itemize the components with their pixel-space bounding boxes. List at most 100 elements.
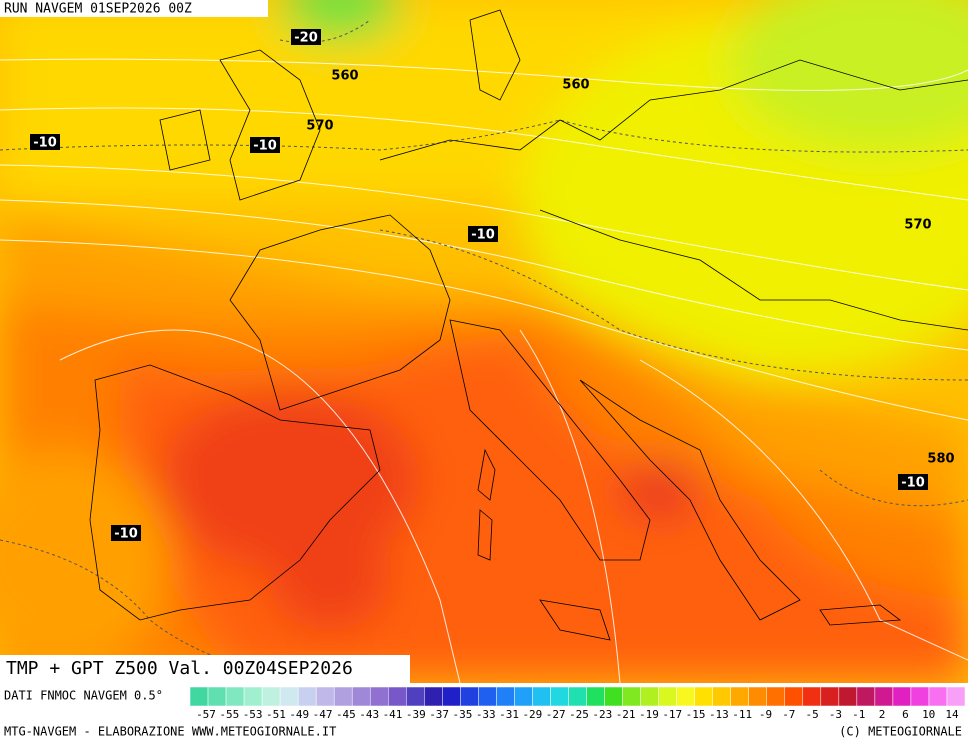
colorbar-swatch (225, 686, 245, 707)
colorbar-swatch (514, 686, 533, 707)
colorbar-label: -11 (732, 708, 752, 721)
colorbar-swatch (243, 686, 263, 707)
colorbar-swatch (874, 686, 894, 707)
temperature-label: -10 (901, 476, 925, 491)
temperature-label-box (30, 134, 60, 150)
colorbar-label: -29 (522, 708, 542, 721)
colorbar-swatch (424, 686, 443, 707)
colorbar-label: -3 (829, 708, 842, 721)
colorbar-label: -49 (289, 708, 309, 721)
colorbar-label: -37 (429, 708, 449, 721)
colorbar-swatch (351, 686, 371, 707)
colorbar-label: -51 (266, 708, 286, 721)
product-title: TMP + GPT Z500 Val. 00Z04SEP2026 (6, 658, 353, 679)
colorbar-label: -19 (639, 708, 659, 721)
colorbar-swatch (586, 686, 605, 707)
colorbar-swatch (460, 686, 479, 707)
colorbar-label: -41 (383, 708, 403, 721)
colorbar-swatch (766, 686, 786, 707)
colorbar-label: -47 (313, 708, 333, 721)
colorbar-label: -33 (476, 708, 496, 721)
colorbar-label: -17 (662, 708, 682, 721)
colorbar-label: -31 (499, 708, 519, 721)
colorbar: -57 -55 -53 -51 -49 -47 -45 -43 -41 -39 -37 -35 -33-… (189, 686, 966, 721)
colorbar-swatch (568, 686, 587, 707)
colorbar-swatch (658, 686, 677, 707)
colorbar-swatch (748, 686, 767, 707)
colorbar-label: -9 (759, 708, 772, 721)
colorbar-swatch (928, 686, 948, 707)
height-label: 580 (927, 452, 954, 467)
temperature-label-box (468, 226, 498, 242)
temperature-label: -10 (114, 527, 138, 542)
colorbar-label: -25 (569, 708, 589, 721)
temperature-label: -10 (471, 228, 495, 243)
colorbar-swatch (640, 686, 659, 707)
colorbar-swatch (261, 686, 281, 707)
colorbar-swatch (856, 686, 876, 707)
colorbar-swatch (784, 686, 804, 707)
contour-labels: -20 -10 -10 -10 -10 -10 560 560 570 570 580 (30, 29, 955, 542)
colorbar-label: -23 (592, 708, 612, 721)
temperature-label-box (111, 525, 141, 541)
run-title: RUN NAVGEM 01SEP2026 00Z (4, 2, 192, 17)
colorbar-swatch (676, 686, 695, 707)
colorbar-swatch (406, 686, 425, 707)
height-contours (0, 58, 968, 683)
height-label: 570 (904, 218, 931, 233)
temperature-label-box (291, 29, 321, 45)
colorbar-swatch (802, 686, 822, 707)
colorbar-label: 2 (879, 708, 886, 721)
source-label: DATI FNMOC NAVGEM 0.5° (4, 689, 163, 703)
colorbar-swatch (207, 686, 227, 707)
colorbar-label: -45 (336, 708, 356, 721)
colorbar-swatch (946, 686, 966, 707)
colorbar-swatch (892, 686, 912, 707)
height-label: 570 (306, 119, 333, 134)
temperature-label-box (250, 137, 280, 153)
temperature-label: -10 (33, 136, 57, 151)
colorbar-label: -21 (616, 708, 636, 721)
temperature-label: -10 (253, 139, 277, 154)
colorbar-swatch (550, 686, 569, 707)
colorbar-swatch (442, 686, 461, 707)
colorbar-label: 14 (945, 708, 959, 721)
colorbar-swatch (388, 686, 407, 707)
colorbar-label: -39 (406, 708, 426, 721)
colorbar-swatch (297, 686, 317, 707)
credit-right: (C) METEOGIORNALE (839, 725, 962, 739)
colorbar-label: -27 (546, 708, 566, 721)
colorbar-swatch (333, 686, 353, 707)
colorbar-label: -1 (852, 708, 865, 721)
map-field (0, 0, 968, 683)
colorbar-label: 10 (922, 708, 935, 721)
colorbar-swatch (712, 686, 731, 707)
colorbar-swatch (496, 686, 515, 707)
colorbar-label: -15 (686, 708, 706, 721)
colorbar-label: -5 (806, 708, 819, 721)
credit-left: MTG-NAVGEM - ELABORAZIONE WWW.METEOGIORN… (4, 725, 336, 739)
colorbar-swatch (532, 686, 551, 707)
colorbar-swatch (604, 686, 623, 707)
coastlines (89, 9, 968, 641)
colorbar-swatch (820, 686, 840, 707)
colorbar-label: -13 (709, 708, 729, 721)
colorbar-label: -7 (782, 708, 795, 721)
colorbar-swatch (478, 686, 497, 707)
header-box (0, 0, 268, 17)
colorbar-swatch (622, 686, 641, 707)
colorbar-swatch (730, 686, 749, 707)
colorbar-swatch (369, 686, 389, 707)
temperature-label: -20 (294, 31, 318, 46)
colorbar-label: -55 (219, 708, 239, 721)
colorbar-label: -43 (359, 708, 379, 721)
colorbar-label: -53 (243, 708, 263, 721)
colorbar-swatch (838, 686, 858, 707)
colorbar-label: 6 (902, 708, 909, 721)
colorbar-swatch (694, 686, 713, 707)
height-label: 560 (331, 69, 358, 84)
temperature-label-box (898, 474, 928, 490)
colorbar-swatch (189, 686, 209, 707)
height-label: 560 (562, 78, 589, 93)
